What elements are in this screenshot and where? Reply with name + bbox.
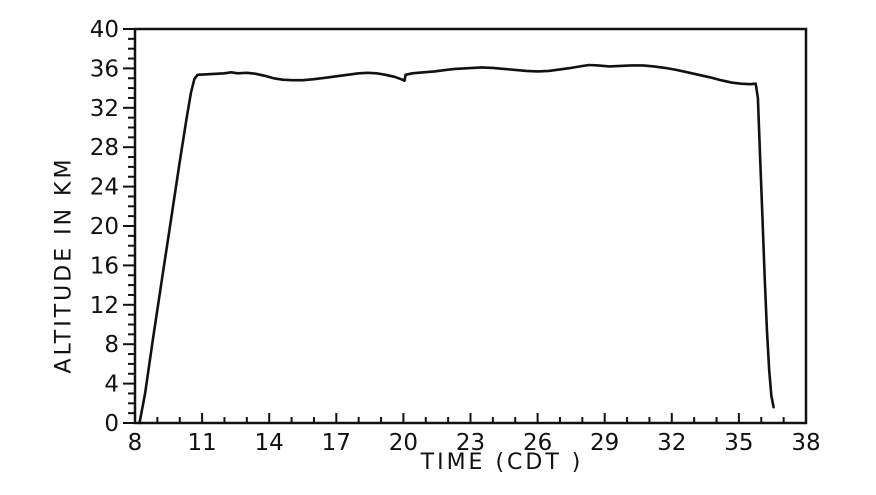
x-tick-label: 35: [724, 430, 753, 456]
y-tick-label: 24: [90, 175, 119, 201]
y-tick-label: 28: [90, 135, 119, 161]
x-tick-label: 23: [456, 430, 485, 456]
x-tick-label: 26: [523, 430, 552, 456]
y-tick-label: 8: [104, 332, 119, 358]
y-tick-label: 16: [90, 253, 119, 279]
altitude-profile-line: [138, 63, 775, 425]
x-tick-label: 38: [791, 430, 820, 456]
y-tick-label: 32: [90, 96, 119, 122]
y-tick-label: 20: [90, 214, 119, 240]
x-tick-label: 11: [187, 430, 216, 456]
x-tick-label: 14: [255, 430, 284, 456]
x-tick-label: 8: [128, 430, 143, 456]
y-axis-title: ALTITUDE IN KM: [51, 156, 77, 374]
y-tick-label: 4: [104, 372, 119, 398]
x-tick-label: 32: [657, 430, 686, 456]
y-tick-label: 12: [90, 293, 119, 319]
y-tick-label: 0: [104, 411, 119, 437]
x-tick-label: 17: [322, 430, 351, 456]
x-tick-label: 29: [590, 430, 619, 456]
x-tick-label: 20: [389, 430, 418, 456]
y-tick-label: 40: [90, 17, 119, 43]
y-tick-label: 36: [90, 56, 119, 82]
x-axis-title: TIME (CDT ): [420, 450, 584, 475]
